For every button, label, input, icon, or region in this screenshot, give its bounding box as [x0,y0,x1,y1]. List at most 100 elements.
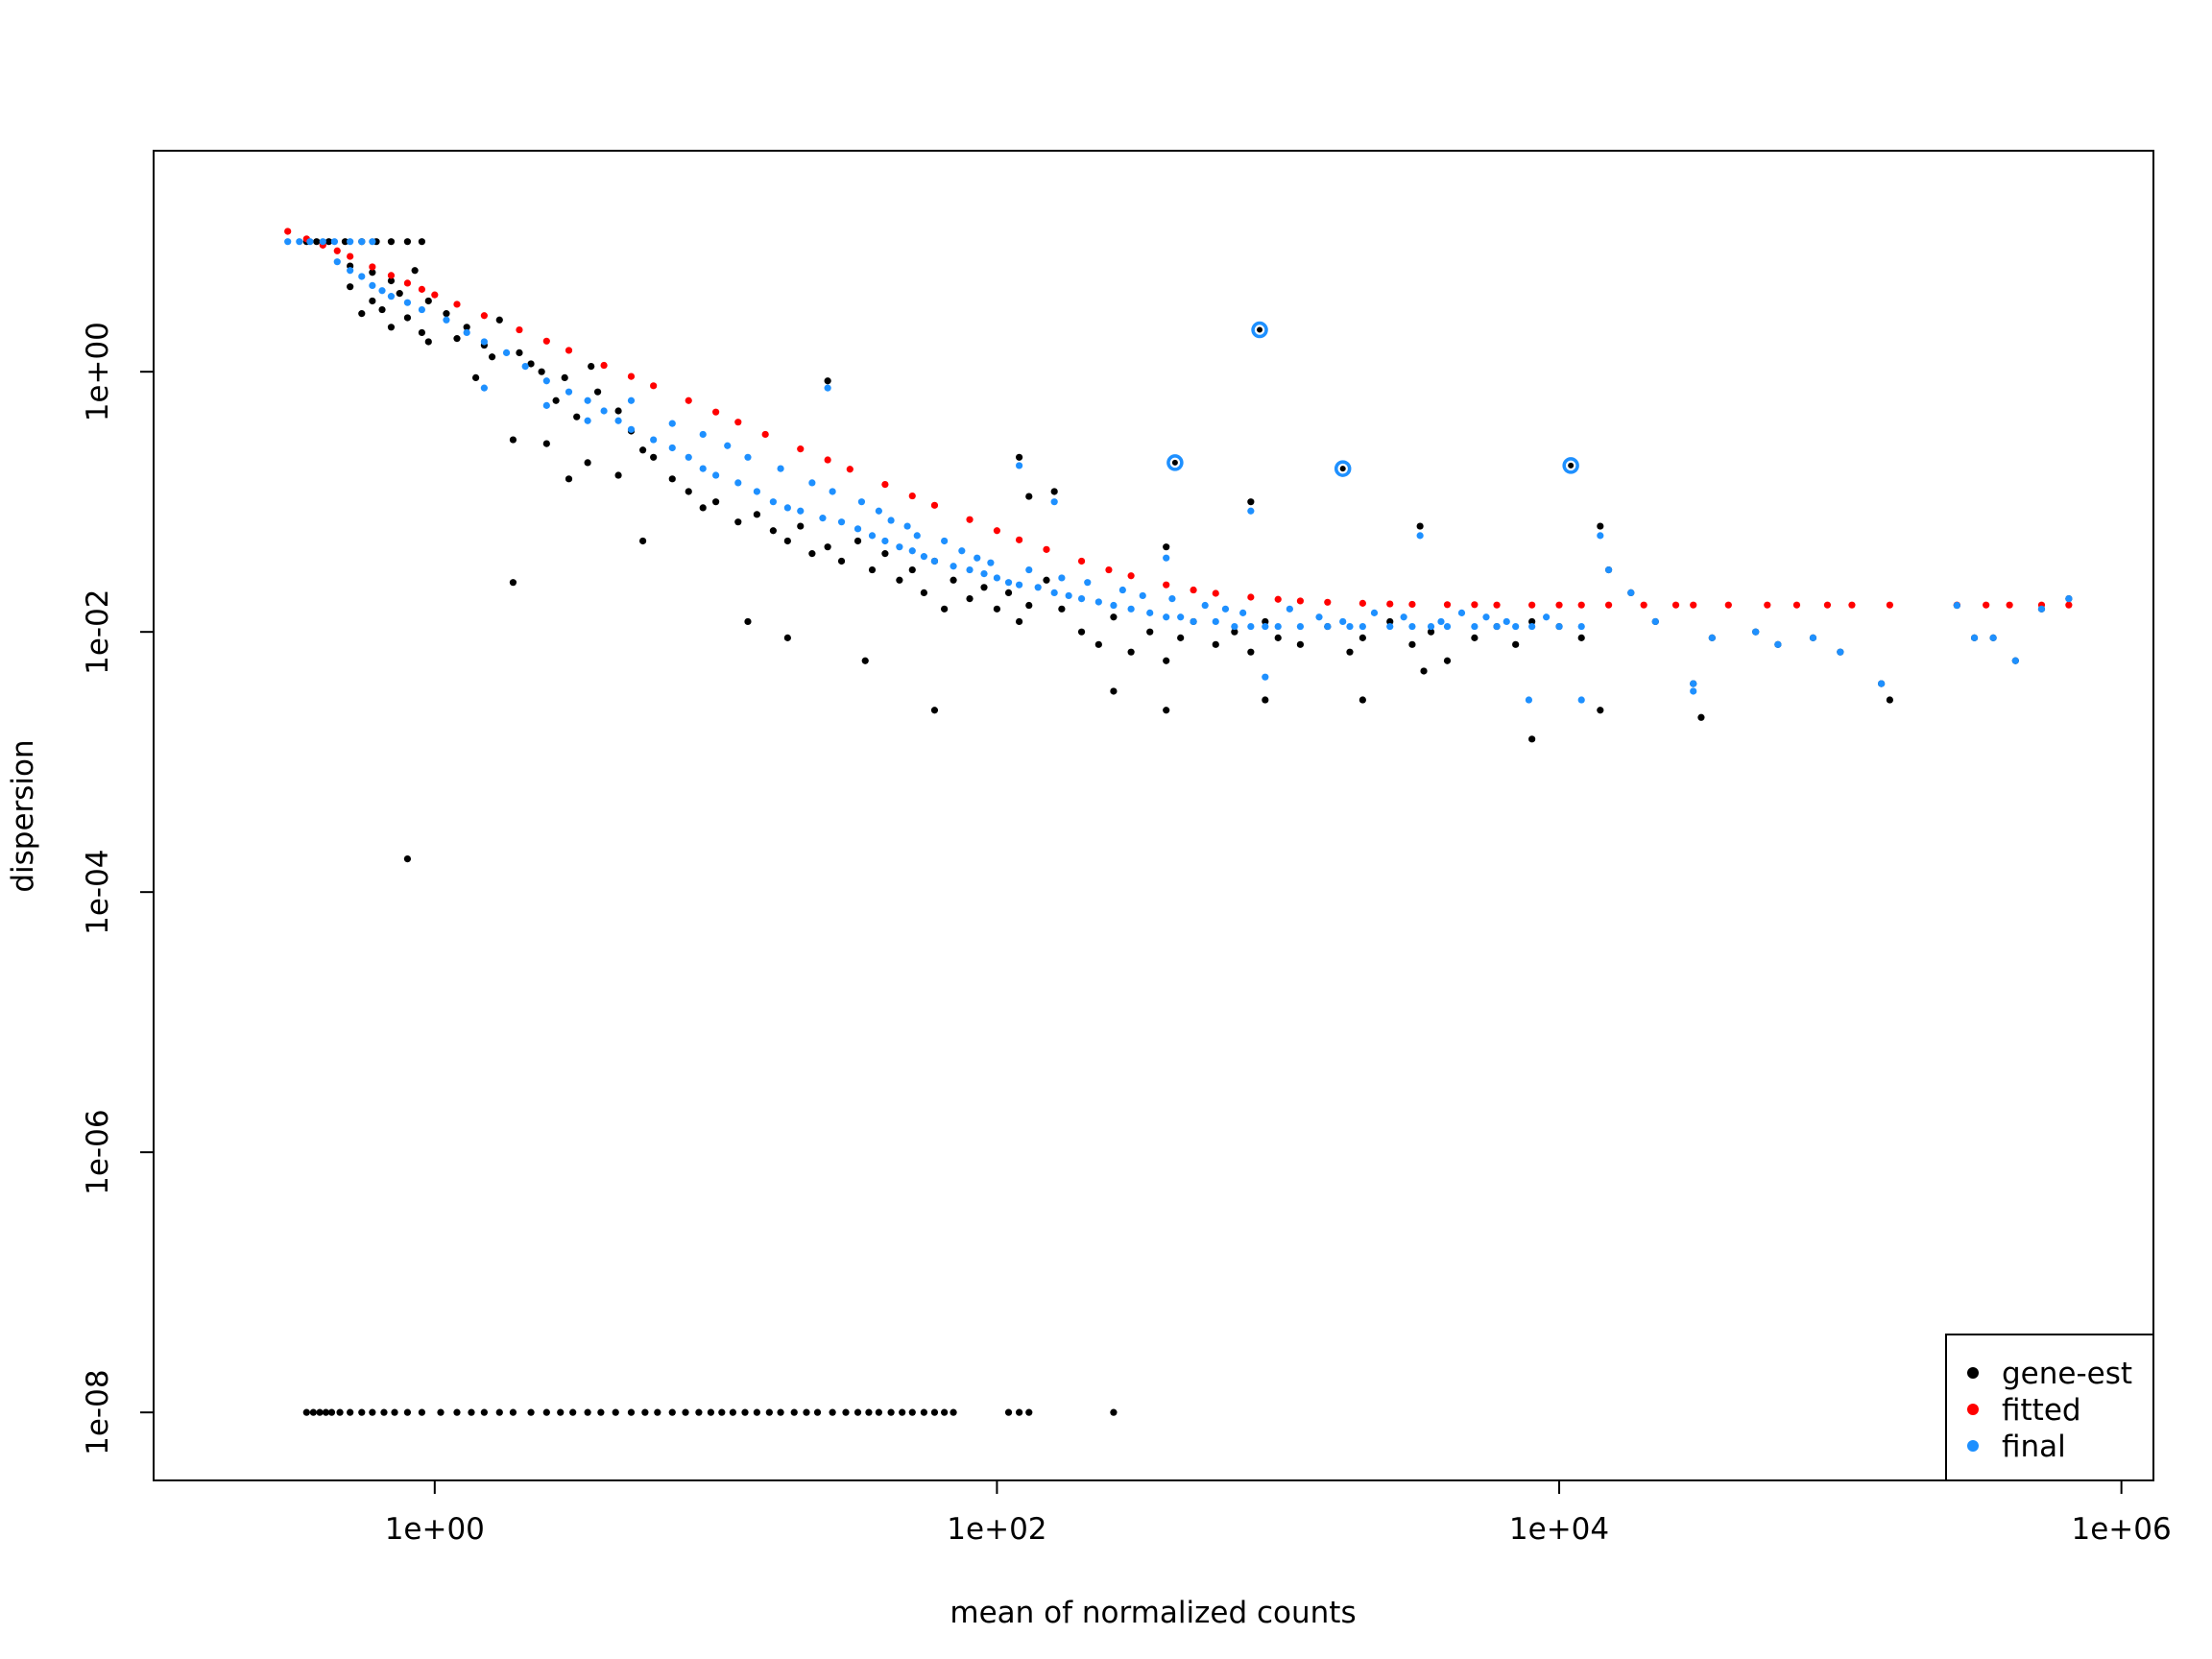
point-final [1262,622,1269,631]
point-gene-est [887,1408,895,1416]
point-fitted [1555,601,1563,609]
point-gene-est [1471,634,1479,641]
point-gene-est [380,1408,388,1416]
point-gene-est [424,338,432,346]
point-final [908,547,916,555]
point-final [1543,613,1551,621]
point-final [1296,622,1305,631]
point-gene-est [741,1408,749,1416]
point-final [1690,687,1697,695]
point-fitted [1043,545,1050,553]
point-final [783,504,791,512]
point-final [480,384,488,392]
point-gene-est [1077,628,1086,636]
point-gene-est [854,537,862,545]
point-fitted [347,252,354,260]
point-gene-est [908,1408,916,1416]
point-gene-est [1016,617,1023,626]
point-gene-est [941,605,949,613]
point-gene-est [753,1408,760,1416]
point-gene-est [443,310,450,318]
point-final [980,570,988,578]
point-gene-est [1110,1408,1118,1416]
point-fitted [600,361,608,370]
outlier-ring [1562,457,1579,474]
point-fitted [516,325,523,334]
outlier-point [1171,459,1178,466]
point-gene-est [1358,696,1366,704]
point-final [1386,622,1394,631]
point-gene-est [899,1408,906,1416]
point-fitted [542,337,550,345]
point-gene-est [584,1408,591,1416]
point-gene-est [1016,1408,1023,1416]
point-final [542,401,550,409]
legend-marker-gene-est [1967,1367,1979,1379]
point-fitted [1528,601,1536,609]
point-final [614,417,622,424]
point-gene-est [1212,640,1219,648]
point-gene-est [488,353,496,361]
point-gene-est [1886,696,1893,704]
point-gene-est [920,1408,927,1416]
point-fitted [627,373,636,380]
point-gene-est [403,314,412,322]
point-fitted [284,228,292,235]
point-final [369,238,376,246]
point-final [950,563,957,570]
y-axis-title: dispersion [6,739,40,892]
legend-label-gene-est: gene-est [2002,1357,2132,1391]
point-gene-est [336,1408,344,1416]
x-tick-label: 1e+06 [2072,1512,2172,1547]
point-gene-est [769,527,777,535]
point-gene-est [396,290,403,298]
point-final [1346,622,1354,631]
point-gene-est [875,1408,882,1416]
point-final [1651,617,1659,626]
point-gene-est [1004,1408,1013,1416]
point-gene-est [627,1408,636,1416]
point-gene-est [718,1408,726,1416]
point-final [1555,622,1563,631]
point-gene-est [614,407,622,415]
point-fitted [824,456,831,464]
point-gene-est [588,362,595,371]
point-fitted [1296,597,1305,605]
point-fitted [761,430,769,439]
point-final [358,238,366,246]
point-final [1190,617,1197,626]
point-final [668,420,676,427]
point-fitted [453,301,461,308]
point-gene-est [453,335,461,343]
point-final [1084,579,1092,587]
point-gene-est [1346,648,1354,656]
point-gene-est [1043,576,1050,584]
point-gene-est [403,854,412,863]
point-gene-est [753,511,760,518]
point-fitted [431,291,439,299]
point-fitted [1848,601,1856,609]
point-gene-est [837,557,846,565]
point-fitted [1577,601,1585,609]
point-final [868,532,877,540]
point-final [1437,617,1445,626]
point-final [875,507,882,515]
point-gene-est [612,1408,619,1416]
point-gene-est [842,1408,850,1416]
point-gene-est [868,565,877,574]
point-final [1443,622,1452,631]
point-final [1427,622,1435,631]
point-final [347,238,354,246]
point-final [808,479,816,487]
point-gene-est [1597,707,1604,714]
point-gene-est [418,238,426,246]
point-final [1324,622,1332,631]
outlier-point [1339,466,1346,472]
point-fitted [712,408,720,416]
point-final [966,565,974,574]
point-gene-est [369,1408,376,1416]
point-gene-est [734,518,742,526]
point-gene-est [495,1408,503,1416]
point-gene-est [597,1408,605,1416]
point-gene-est [369,297,376,305]
